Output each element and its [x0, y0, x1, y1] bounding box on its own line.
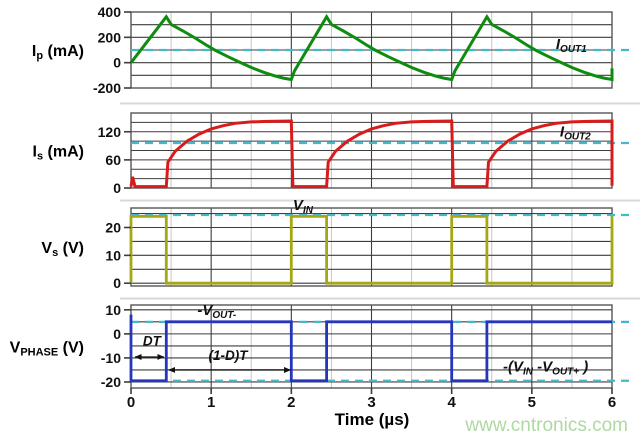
y-tick-label: 0: [113, 180, 121, 196]
iout1-label: IOUT1: [556, 36, 587, 55]
subscript-text: PHASE: [20, 347, 58, 359]
run-text: (V): [58, 240, 84, 257]
dt-label: DT: [143, 333, 163, 348]
run-text: V: [10, 340, 21, 357]
y-tick-label: 120: [98, 124, 122, 140]
run-text: I: [33, 144, 37, 161]
y-tick-label: -20: [101, 374, 121, 390]
run-text: -(: [503, 358, 515, 375]
subscript-text: OUT1: [560, 44, 587, 55]
run-text: (1-D)T: [209, 348, 250, 363]
vs-waveform: [129, 214, 614, 285]
run-text: V: [542, 358, 554, 375]
run-text: I: [32, 43, 36, 60]
y-tick-label: -200: [93, 80, 121, 96]
ip-axis-label: Ip (mA): [32, 43, 84, 62]
is-waveform: [129, 119, 614, 189]
x-tick-label: 0: [127, 394, 135, 411]
run-text: V: [41, 240, 52, 257]
subscript-text: IN: [523, 366, 534, 377]
x-axis-title: Time (µs): [335, 410, 410, 429]
run-text: (V): [58, 340, 84, 357]
run-text: -: [533, 358, 542, 375]
x-tick-label: 2: [287, 394, 295, 411]
neg-vin-minus-vout-plus-label: -(VIN -VOUT+ ): [503, 358, 588, 377]
y-tick-label: 20: [105, 220, 121, 236]
vphase-axis-label: VPHASE (V): [10, 340, 84, 359]
run-text: (mA): [43, 144, 84, 161]
y-tick-label: 10: [105, 247, 121, 263]
run-text: V: [293, 197, 305, 214]
watermark: www.cntronics.com: [464, 415, 628, 436]
y-tick-label: 10: [105, 302, 121, 318]
x-tick-label: 5: [528, 394, 536, 411]
ip-waveform: [129, 13, 614, 82]
run-text: ): [579, 358, 588, 375]
vs-axis-label: Vs (V): [41, 240, 84, 259]
run-text: (mA): [43, 43, 84, 60]
subscript-text: p: [36, 50, 43, 62]
y-tick-label: 400: [98, 4, 122, 20]
subscript-text: s: [52, 247, 58, 259]
x-tick-label: 1: [207, 394, 215, 411]
y-tick-label: -10: [101, 350, 121, 366]
vin-label: VIN: [293, 197, 314, 216]
run-text: V: [513, 358, 525, 375]
y-tick-label: 60: [105, 152, 121, 168]
is-axis-label: Is (mA): [33, 144, 84, 163]
subscript-text: IN: [303, 205, 314, 216]
neg-vout-minus-label: -VOUT-: [197, 302, 237, 321]
x-tick-label: 4: [447, 394, 456, 411]
y-tick-label: 0: [113, 55, 121, 71]
subscript-text: OUT-: [212, 310, 237, 321]
y-tick-label: 0: [113, 326, 121, 342]
subscript-text: OUT+: [552, 366, 579, 377]
y-tick-label: 0: [113, 275, 121, 291]
iout2-label: IOUT2: [560, 123, 591, 142]
run-text: I: [556, 36, 561, 53]
vphase-waveform: [129, 314, 612, 383]
x-tick-label: 6: [608, 394, 616, 411]
one-minus-d-t-label: (1-D)T: [209, 348, 250, 363]
subscript-text: s: [37, 151, 43, 163]
run-text: -V: [197, 302, 214, 319]
subscript-text: OUT2: [564, 131, 591, 142]
run-text: DT: [143, 333, 163, 348]
x-tick-label: 3: [367, 394, 375, 411]
y-tick-label: 200: [98, 29, 122, 45]
run-text: I: [560, 123, 565, 140]
